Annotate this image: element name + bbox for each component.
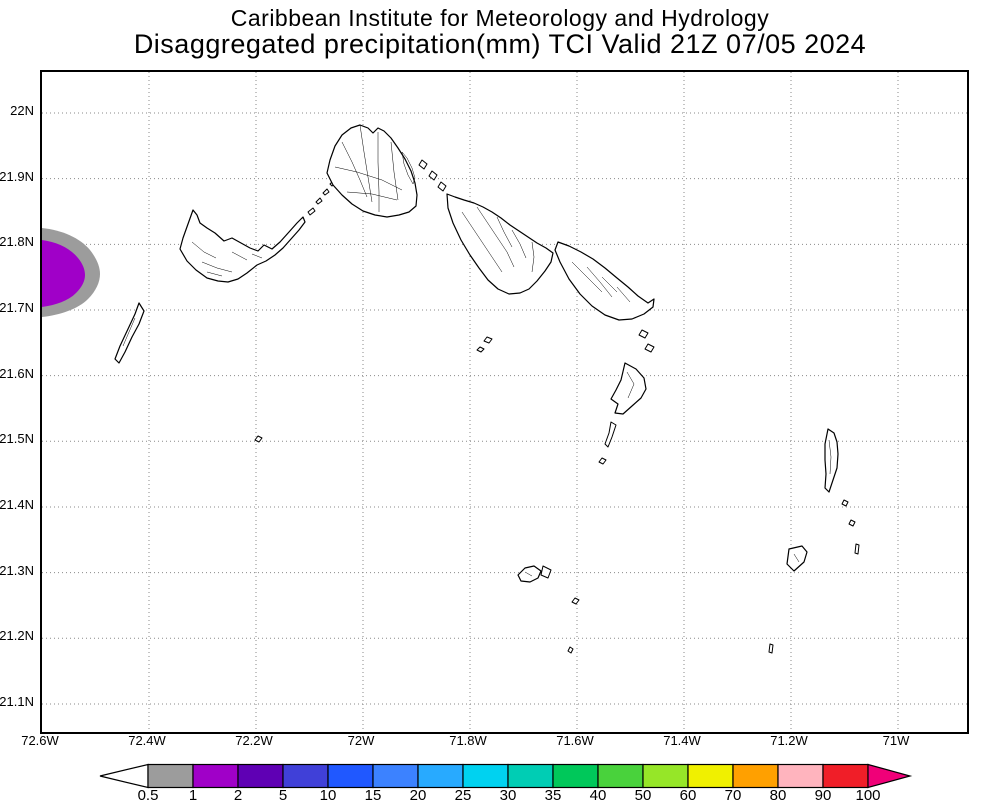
- lat-label: 21.4N: [0, 496, 34, 512]
- lon-label: 71.8W: [449, 733, 487, 748]
- colorbar-segment: [147, 763, 194, 789]
- organization-title: Caribbean Institute for Meteorology and …: [230, 5, 770, 31]
- colorbar-above-max-arrow: [867, 763, 913, 789]
- colorbar-segment: [192, 763, 239, 789]
- lon-axis: 72.6W 72.4W 72.2W 72W 71.8W 71.6W 71.4W 71.2W 71…: [21, 733, 967, 749]
- precip-area-inner: [42, 240, 85, 307]
- lon-label: 72.2W: [235, 733, 273, 748]
- lon-label: 72.6W: [21, 733, 59, 748]
- colorbar-segment: [327, 763, 374, 789]
- colorbar-segment: [687, 763, 734, 789]
- colorbar-tick-label: 30: [499, 787, 517, 800]
- colorbar-tick-label: 25: [454, 787, 472, 800]
- colorbar-segment: [552, 763, 599, 789]
- lat-label: 21.7N: [0, 299, 34, 315]
- colorbar: [95, 763, 915, 789]
- colorbar-svg: [99, 763, 913, 789]
- lat-label: 21.2N: [0, 628, 34, 644]
- lon-label: 71.2W: [770, 733, 808, 748]
- colorbar-tick-label: 20: [409, 787, 427, 800]
- colorbar-segment: [237, 763, 284, 789]
- lat-label: 21.6N: [0, 365, 34, 381]
- colorbar-segment: [822, 763, 869, 789]
- lat-label: 21.5N: [0, 431, 34, 447]
- grid-layer: [42, 72, 967, 732]
- colorbar-tick-label: 5: [278, 787, 288, 800]
- colorbar-tick-label: 10: [319, 787, 337, 800]
- colorbar-tick-label: 0.5: [137, 787, 159, 800]
- lat-axis: 22N 21.9N 21.8N 21.7N 21.6N 21.5N 21.4N 21.3N 21…: [0, 70, 37, 730]
- colorbar-segment: [372, 763, 419, 789]
- colorbar-segment: [507, 763, 554, 789]
- colorbar-segment: [642, 763, 689, 789]
- colorbar-tick-label: 90: [814, 787, 832, 800]
- lon-label: 71.6W: [556, 733, 594, 748]
- colorbar-segment: [732, 763, 779, 789]
- map-canvas: [42, 72, 967, 732]
- lon-label: 72W: [347, 733, 375, 748]
- lat-label: 21.1N: [0, 693, 34, 709]
- colorbar-tick-label: 15: [364, 787, 382, 800]
- colorbar-below-min-arrow: [99, 763, 149, 789]
- colorbar-ticks: 0.5 1 2 5 10 15 20 25 30 35 40 50 60 70 80 90 100: [95, 787, 915, 800]
- colorbar-tick-label: 2: [233, 787, 243, 800]
- lat-label: 21.9N: [0, 168, 34, 184]
- colorbar-tick-label: 35: [544, 787, 562, 800]
- colorbar-tick-label: 70: [724, 787, 742, 800]
- colorbar-tick-label: 40: [589, 787, 607, 800]
- colorbar-segment: [417, 763, 464, 789]
- colorbar-segment: [777, 763, 824, 789]
- lat-label: 21.3N: [0, 562, 34, 578]
- colorbar-segment: [282, 763, 329, 789]
- lat-label: 21.8N: [0, 234, 34, 250]
- island-outlines: [114, 124, 860, 654]
- lon-label: 72.4W: [128, 733, 166, 748]
- colorbar-tick-label: 1: [188, 787, 198, 800]
- colorbar-tick-label: 80: [769, 787, 787, 800]
- map-title: Disaggregated precipitation(mm) TCI Vali…: [133, 29, 867, 59]
- precipitation-shading: [42, 228, 100, 317]
- lon-label: 71W: [882, 733, 910, 748]
- colorbar-segment: [597, 763, 644, 789]
- lon-label: 71.4W: [663, 733, 701, 748]
- map-frame: [40, 70, 969, 734]
- lat-label: 22N: [10, 103, 34, 118]
- colorbar-segment: [462, 763, 509, 789]
- colorbar-tick-label: 50: [634, 787, 652, 800]
- colorbar-tick-label: 100: [855, 787, 881, 800]
- colorbar-tick-label: 60: [679, 787, 697, 800]
